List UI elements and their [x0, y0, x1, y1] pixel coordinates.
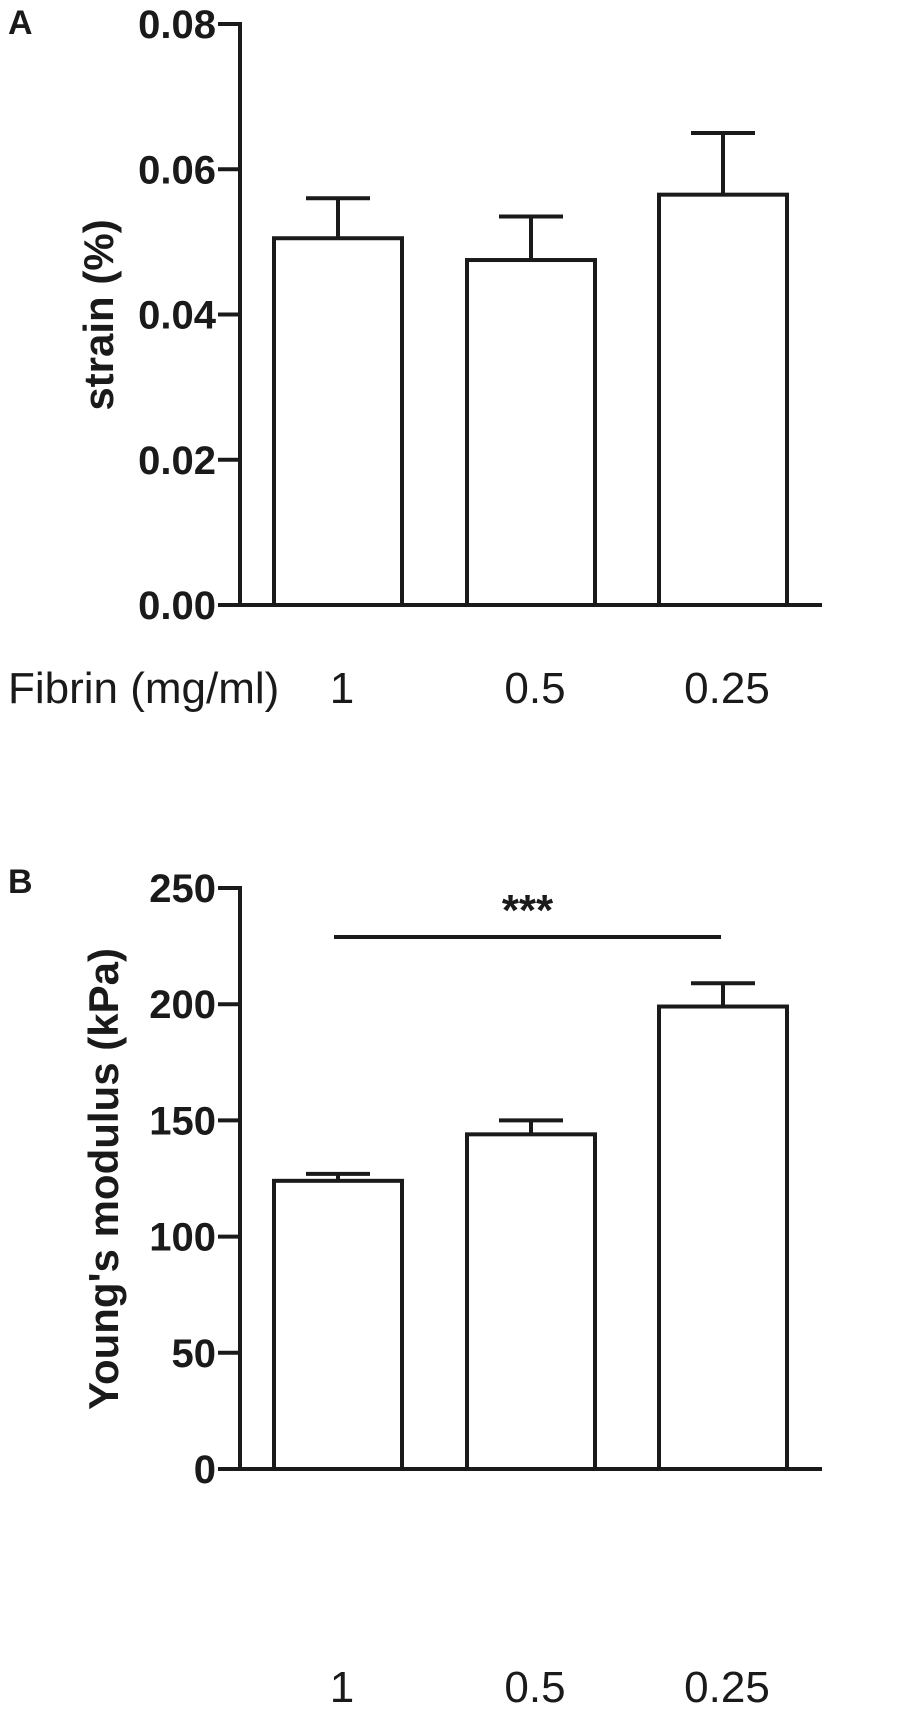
panel-a-bar-1	[272, 236, 404, 607]
panel-b-y-tick-label-6: 250	[149, 867, 216, 911]
panel-a-category-label-2: 0.5	[504, 664, 565, 713]
panel-a-bar-2	[465, 258, 597, 607]
panel-a-category-axis-label: Fibrin (mg/ml)	[8, 664, 279, 713]
panel-b-y-tick-label-1: 0	[194, 1448, 216, 1492]
panel-a-bar-3	[657, 192, 789, 607]
panel-b-y-tick-label-4: 150	[149, 1099, 216, 1143]
panel-b-category-label-1: 1	[330, 1663, 354, 1711]
panel-b-y-tick-label-3: 100	[149, 1216, 216, 1260]
panel-b-letter: B	[8, 863, 33, 901]
panel-b-significance-label: ***	[502, 886, 554, 935]
panel-b-y-tick-label-5: 200	[149, 983, 216, 1027]
panel-b-bar-1	[272, 1178, 404, 1471]
panel-a-letter: A	[8, 4, 33, 42]
panel-b-bar-3	[657, 1004, 789, 1471]
panel-a-y-tick-label-1: 0.00	[138, 584, 216, 628]
panel-b-category-label-3: 0.25	[684, 1663, 770, 1711]
panel-b-category-label-2: 0.5	[504, 1663, 565, 1711]
panel-a-y-tick-label-3: 0.04	[138, 294, 217, 338]
panel-b: B Young's modulus (kPa) 1 0.5 0.25 0 50 100 15…	[8, 863, 822, 1711]
panel-a-y-tick-label-5: 0.08	[138, 3, 216, 47]
panel-a-y-axis-title: strain (%)	[75, 219, 122, 410]
panel-b-y-tick-label-2: 50	[172, 1332, 217, 1376]
panel-a-category-label-1: 1	[330, 664, 354, 713]
panel-a-y-tick-label-2: 0.02	[138, 439, 216, 483]
panel-a-y-tick-label-4: 0.06	[138, 148, 216, 192]
panel-a: A strain (%) Fibrin (mg/ml) 1 0.5 0.25 0.00…	[8, 3, 822, 713]
panel-a-category-label-3: 0.25	[684, 664, 770, 713]
panel-b-y-axis-title: Young's modulus (kPa)	[80, 948, 127, 1410]
panel-b-bar-2	[465, 1132, 597, 1471]
